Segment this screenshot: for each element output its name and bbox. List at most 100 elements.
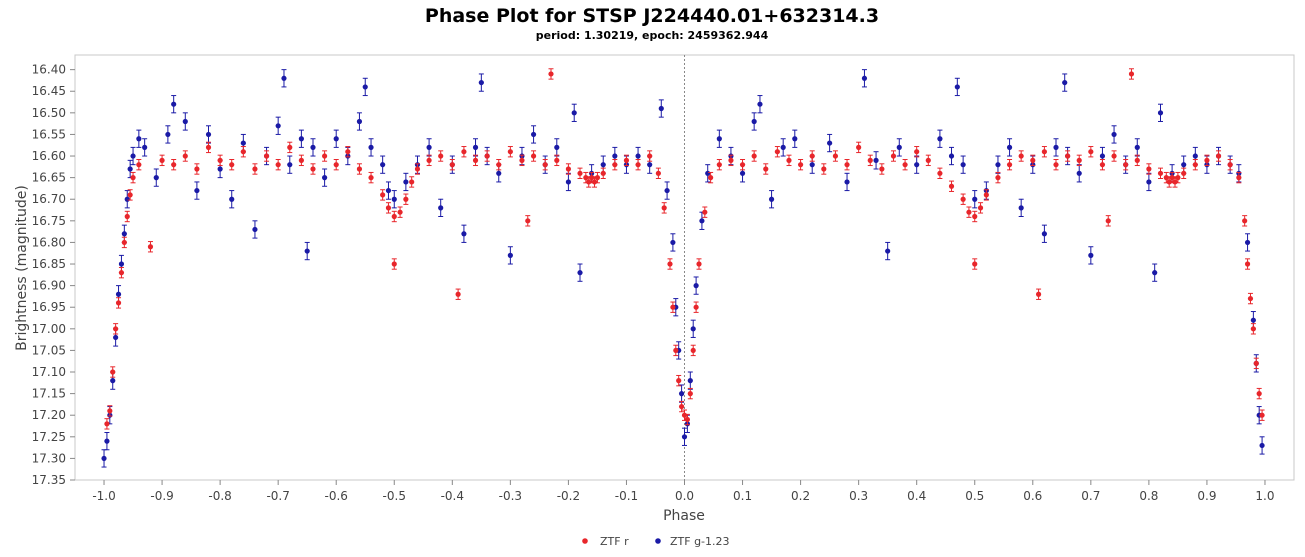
data-point: [104, 438, 110, 444]
x-tick-label: -0.1: [615, 489, 638, 503]
data-point: [1250, 326, 1256, 332]
data-point: [1259, 412, 1265, 418]
data-point: [1006, 162, 1013, 168]
data-point: [298, 157, 304, 163]
data-point: [554, 144, 560, 150]
y-tick-label: 17.00: [32, 322, 66, 336]
data-point: [594, 175, 601, 181]
data-point: [902, 162, 908, 168]
data-point: [1062, 79, 1068, 86]
data-point: [496, 162, 502, 168]
data-point: [118, 270, 125, 276]
data-point: [948, 153, 955, 159]
data-point: [1146, 179, 1152, 185]
data-point: [693, 304, 699, 310]
data-point: [194, 187, 200, 194]
data-point: [1099, 162, 1106, 168]
data-point: [780, 144, 786, 150]
data-point: [972, 261, 978, 267]
chart-subtitle: period: 1.30219, epoch: 2459362.944: [536, 29, 769, 42]
data-point: [809, 153, 815, 159]
data-point: [1259, 442, 1265, 449]
data-point: [240, 149, 246, 155]
data-point: [937, 170, 943, 176]
data-point: [1076, 170, 1082, 176]
data-point: [1169, 175, 1175, 181]
data-point: [586, 179, 592, 185]
y-tick-label: 17.10: [32, 365, 66, 379]
data-point: [702, 209, 708, 215]
data-point: [127, 192, 133, 198]
data-point: [322, 153, 328, 159]
data-point: [322, 175, 328, 181]
data-point: [977, 205, 984, 211]
data-point: [1192, 153, 1198, 159]
data-point: [414, 166, 421, 172]
data-point: [1227, 162, 1233, 168]
data-point: [159, 157, 165, 163]
data-point: [751, 153, 757, 159]
data-point: [565, 179, 572, 185]
data-point: [275, 123, 281, 129]
data-point: [705, 170, 711, 176]
y-tick-label: 17.15: [32, 387, 66, 401]
y-tick-label: 16.40: [32, 63, 66, 77]
data-point: [368, 144, 374, 150]
data-point: [673, 347, 679, 354]
data-point: [1152, 270, 1158, 276]
data-point: [115, 300, 122, 306]
data-point: [136, 162, 142, 168]
data-point: [690, 326, 696, 332]
data-point: [1123, 162, 1129, 168]
x-tick-label: 0.9: [1197, 489, 1216, 503]
data-point: [171, 101, 177, 107]
data-point: [716, 136, 722, 142]
data-point: [678, 391, 685, 397]
data-point: [678, 403, 685, 410]
data-point: [1128, 71, 1135, 77]
data-point: [681, 434, 688, 440]
data-point: [1088, 252, 1094, 258]
data-point: [885, 248, 891, 254]
data-point: [455, 291, 461, 297]
data-point: [240, 140, 246, 146]
data-point: [786, 157, 792, 163]
data-point: [548, 71, 554, 77]
x-tick-label: 0.1: [733, 489, 752, 503]
data-point: [664, 187, 670, 194]
x-axis-label: Phase: [663, 508, 705, 524]
data-point: [1250, 317, 1256, 323]
data-point: [612, 162, 618, 168]
data-point: [1215, 153, 1222, 159]
data-point: [676, 378, 682, 384]
x-axis: -1.0 -0.9 -0.8 -0.7 -0.6 -0.5 -0.4 -0.3 -0.2 -0.1…: [92, 480, 1275, 503]
data-point: [577, 270, 583, 276]
x-tick-label: -0.3: [499, 489, 522, 503]
data-point: [1163, 175, 1169, 181]
data-point: [1247, 295, 1254, 302]
data-point: [1041, 231, 1047, 237]
data-point: [519, 157, 525, 163]
data-point: [1256, 391, 1262, 397]
data-point: [1065, 153, 1071, 159]
data-point: [867, 157, 873, 163]
y-tick-label: 17.20: [32, 408, 66, 422]
data-point: [124, 196, 130, 202]
data-point: [1146, 166, 1152, 172]
data-point: [1053, 144, 1059, 150]
data-point: [121, 231, 127, 237]
data-point: [1018, 153, 1024, 159]
data-point: [252, 226, 258, 233]
data-point: [127, 166, 133, 172]
data-point: [1053, 162, 1059, 168]
data-point: [409, 179, 415, 185]
data-point: [1253, 360, 1259, 366]
data-point: [380, 162, 386, 168]
x-tick-label: -0.9: [150, 489, 173, 503]
data-point: [287, 162, 293, 168]
y-tick-label: 16.45: [32, 84, 66, 98]
data-point: [861, 75, 868, 81]
legend-label-ztf-r: ZTF r: [600, 535, 629, 548]
data-point: [426, 157, 432, 163]
data-point: [809, 162, 815, 168]
